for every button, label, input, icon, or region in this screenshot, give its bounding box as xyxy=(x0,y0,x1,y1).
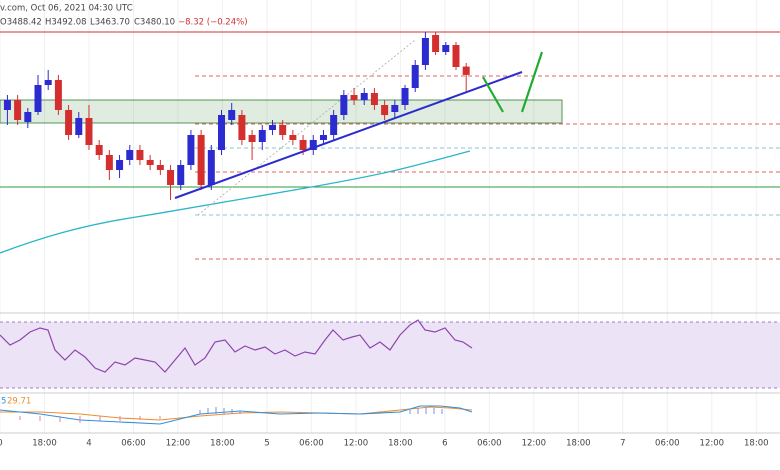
candle-body xyxy=(299,140,307,150)
macd-histogram xyxy=(19,416,161,423)
candle-body xyxy=(238,115,246,140)
x-tick-label: 18:00 xyxy=(744,439,769,449)
x-tick-label: 6 xyxy=(442,439,447,449)
candle-body xyxy=(44,80,52,85)
x-tick-label: 18:00 xyxy=(32,439,57,449)
header-source: v.com, Oct 06, 2021 04:30 UTC xyxy=(0,4,133,14)
candle-body xyxy=(116,160,124,170)
x-tick-label: 12:00 xyxy=(700,439,725,449)
candle-body xyxy=(319,135,327,140)
candle-body xyxy=(279,125,287,135)
candle-body xyxy=(432,35,440,52)
candle-body xyxy=(248,135,256,142)
rsi-line xyxy=(0,319,473,373)
x-axis: 0 18:00 4 06:00 12:00 18:00 5 06:00 12:00 18:00 6 0… xyxy=(0,439,769,449)
candle-body xyxy=(75,118,83,135)
candle-body xyxy=(105,155,113,170)
support-zone xyxy=(0,99,563,124)
candle-body xyxy=(228,110,236,120)
header-low: L3463.70 xyxy=(90,18,130,28)
x-tick-label: 18:00 xyxy=(388,439,413,449)
x-tick-label: 12:00 xyxy=(522,439,547,449)
candle-body xyxy=(65,110,73,135)
x-tick-label: 0 xyxy=(0,439,3,449)
indicator-label: 5 xyxy=(1,397,6,407)
candle-body xyxy=(340,95,348,115)
candle-body xyxy=(95,145,103,155)
x-tick-label: 18:00 xyxy=(566,439,591,449)
candle-body xyxy=(207,150,215,185)
candle-body xyxy=(187,135,195,165)
candle-body xyxy=(268,125,276,130)
candle-body xyxy=(24,112,32,122)
candle-body xyxy=(146,160,154,165)
candles xyxy=(3,32,470,200)
candle-body xyxy=(360,93,368,100)
levels xyxy=(0,31,780,260)
candle-body xyxy=(85,118,93,145)
candle-body xyxy=(258,130,266,142)
x-tick-label: 06:00 xyxy=(655,439,680,449)
candle-body xyxy=(14,100,22,120)
candle-body xyxy=(218,115,226,150)
candle-body xyxy=(381,105,389,115)
candle-body xyxy=(421,38,429,65)
candle-body xyxy=(289,135,297,140)
header-close: C3480.10 xyxy=(134,18,175,28)
header-high: H3492.08 xyxy=(45,18,87,28)
candle-body xyxy=(452,45,460,67)
indicator-label: 29.71 xyxy=(7,397,31,407)
macd-line xyxy=(0,405,473,425)
x-tick-label: 7 xyxy=(620,439,625,449)
header-change: −8.32 (−0.24%) xyxy=(178,18,248,28)
header-open: O3488.42 xyxy=(0,18,42,28)
candle-body xyxy=(177,165,185,185)
candle-body xyxy=(370,93,378,105)
x-tick-label: 5 xyxy=(264,439,269,449)
x-tick-label: 06:00 xyxy=(299,439,324,449)
candle-body xyxy=(411,65,419,88)
candle-body xyxy=(3,100,11,110)
macd-histogram xyxy=(199,407,443,414)
x-tick-label: 12:00 xyxy=(344,439,369,449)
candle-body xyxy=(197,135,205,185)
candle-body xyxy=(391,105,399,112)
candle-body xyxy=(462,66,470,75)
projection xyxy=(482,51,544,113)
candle-body xyxy=(330,115,338,135)
x-tick-label: 18:00 xyxy=(210,439,235,449)
candle-body xyxy=(167,170,175,185)
candle-body xyxy=(350,95,358,100)
candle-body xyxy=(309,140,317,150)
candle-body xyxy=(156,165,164,170)
candle-body xyxy=(126,150,134,160)
rsi-band xyxy=(0,322,780,388)
trend-line xyxy=(174,71,523,199)
x-tick-label: 4 xyxy=(86,439,91,449)
moving-average xyxy=(0,150,471,254)
candle-body xyxy=(401,88,409,105)
candle-body xyxy=(54,80,62,110)
fib-line xyxy=(197,39,416,216)
macd-signal xyxy=(0,406,473,421)
candle-body xyxy=(34,85,42,112)
x-tick-label: 06:00 xyxy=(477,439,502,449)
candle-body xyxy=(136,150,144,160)
x-tick-label: 06:00 xyxy=(121,439,146,449)
x-tick-label: 12:00 xyxy=(166,439,191,449)
candle-body xyxy=(442,45,450,52)
